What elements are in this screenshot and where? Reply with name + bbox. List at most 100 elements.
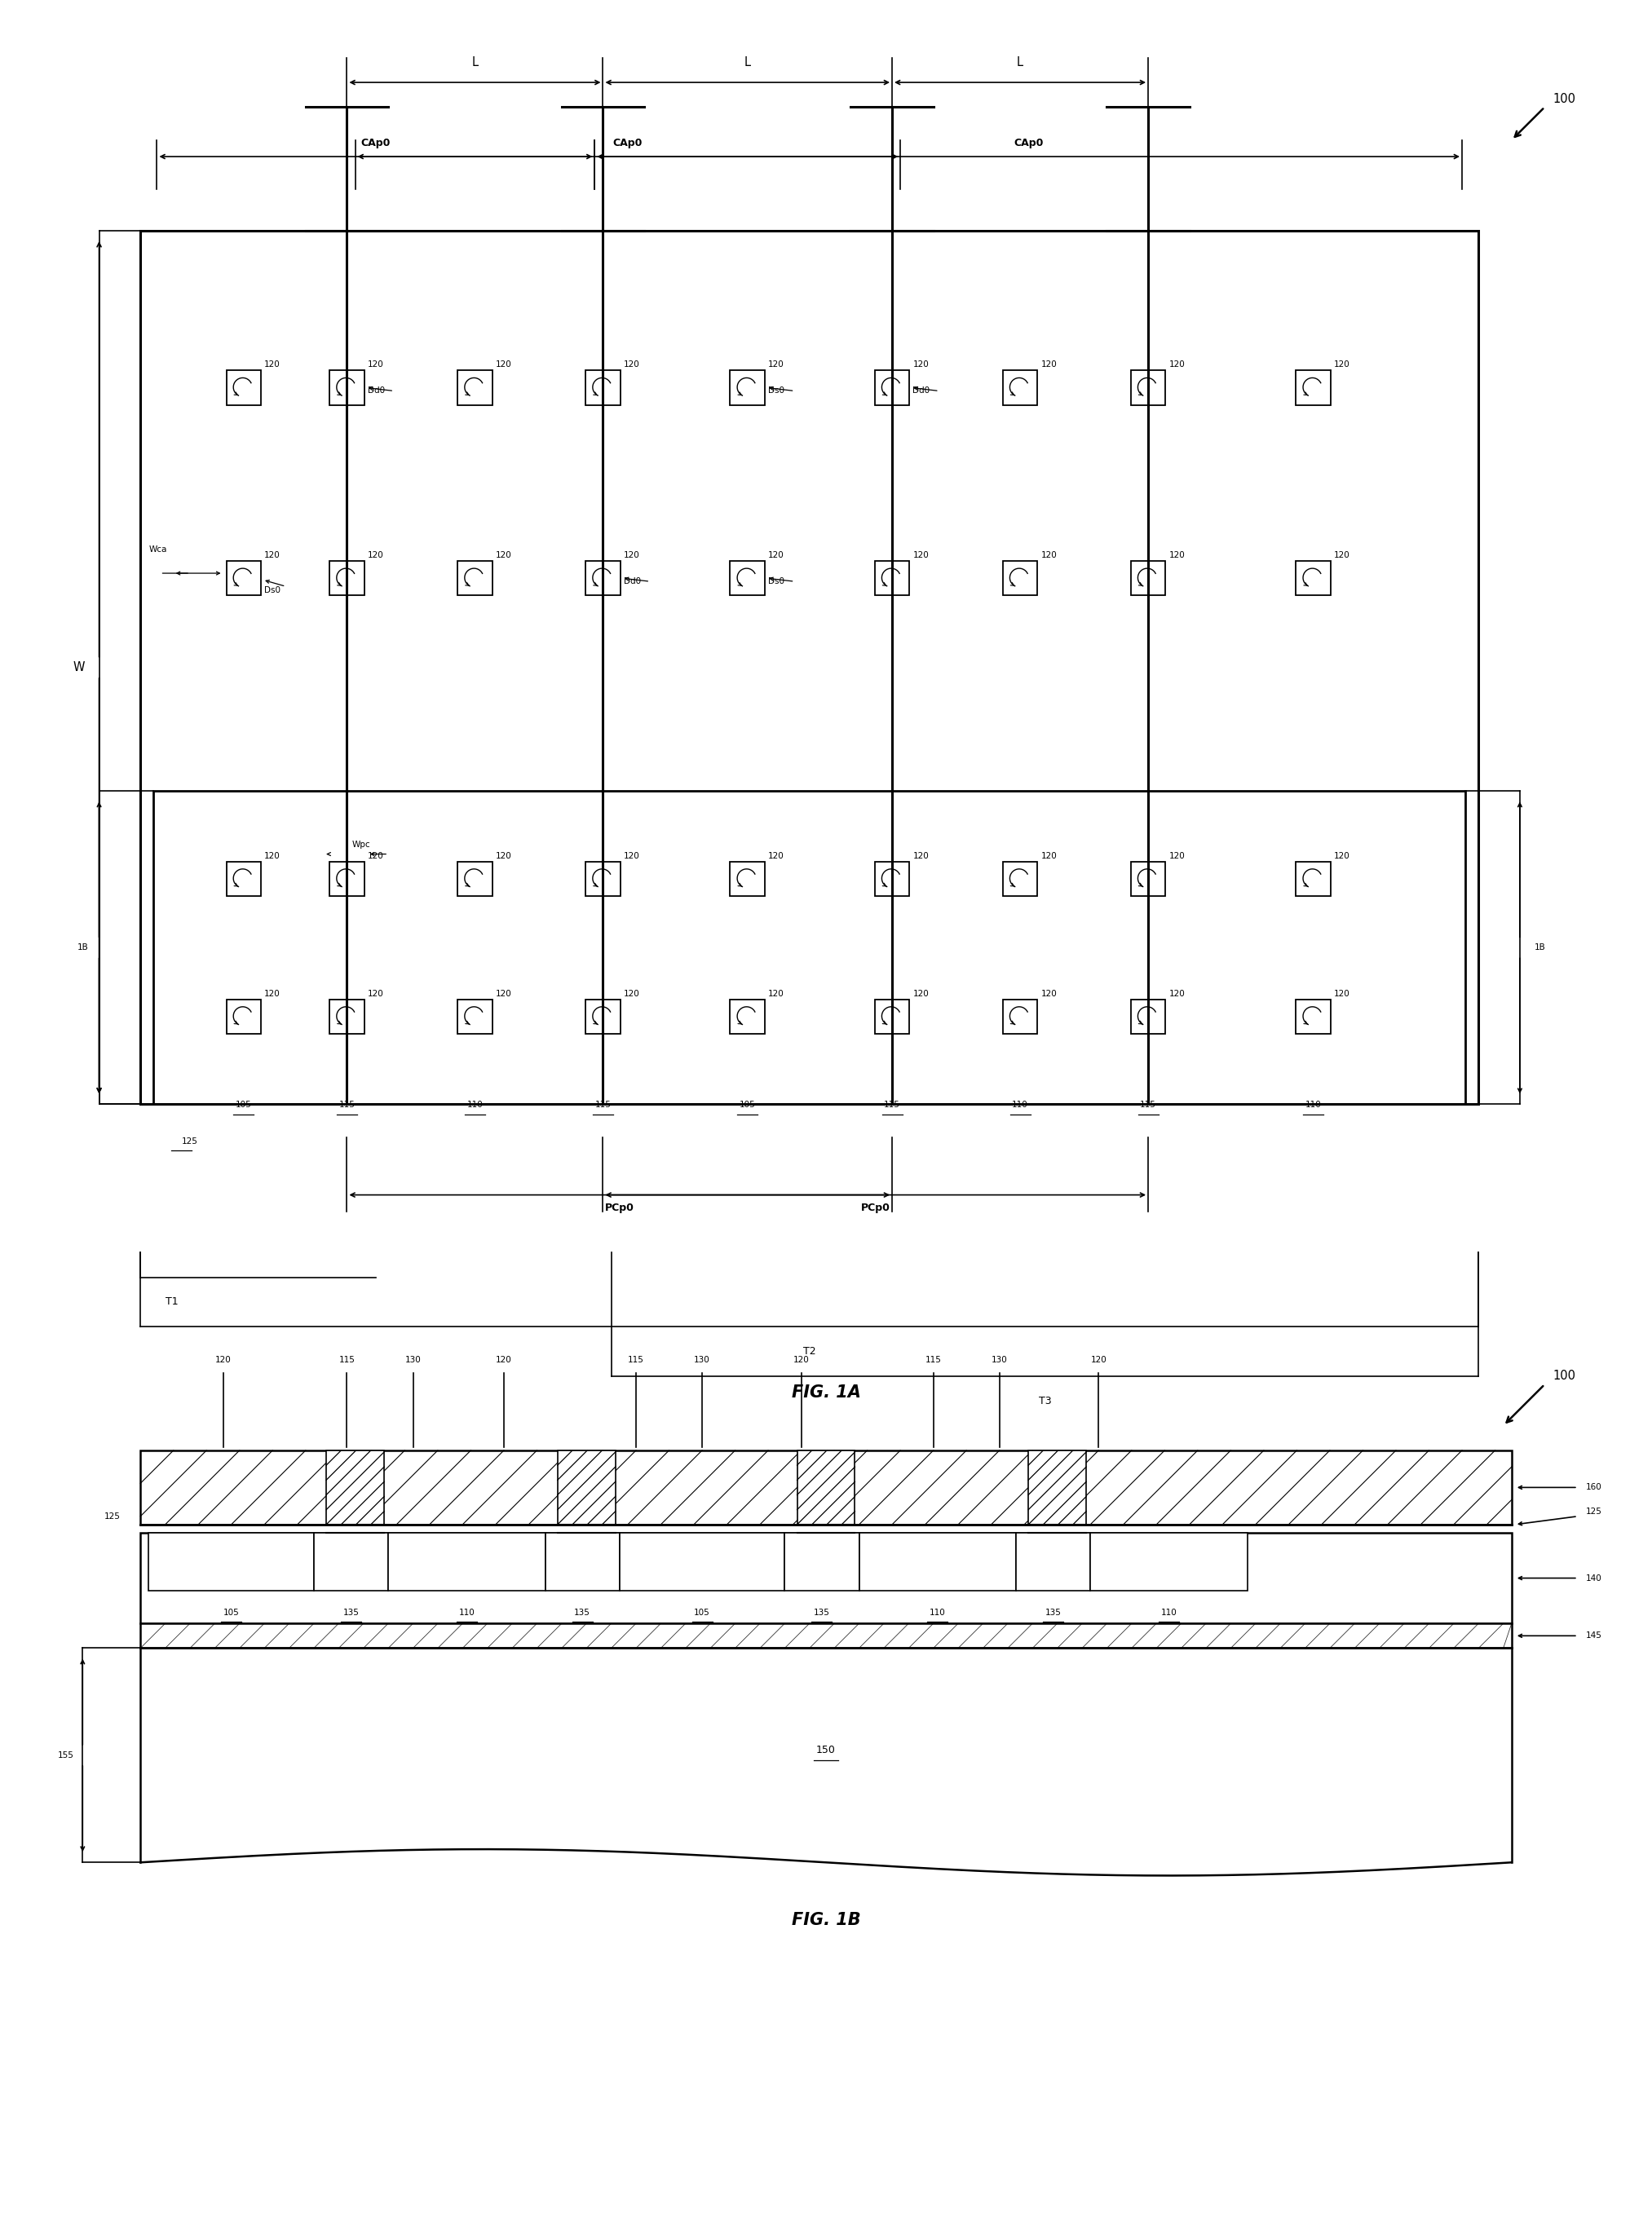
- Bar: [140, 1451, 1512, 1524]
- Bar: [1003, 369, 1037, 405]
- Text: 135: 135: [344, 1609, 358, 1618]
- Text: 160: 160: [1586, 1484, 1602, 1491]
- Text: 115: 115: [628, 1355, 644, 1364]
- Text: 1B: 1B: [1535, 943, 1545, 952]
- Text: Dd0: Dd0: [367, 387, 385, 396]
- Bar: [329, 369, 363, 405]
- Bar: [458, 369, 492, 405]
- Text: 120: 120: [1335, 360, 1350, 369]
- Bar: [329, 861, 363, 897]
- Bar: [458, 861, 492, 897]
- Text: 125: 125: [1586, 1506, 1602, 1515]
- Bar: [730, 369, 765, 405]
- Text: 120: 120: [367, 360, 383, 369]
- Text: 110: 110: [468, 1101, 482, 1110]
- Text: CAp0: CAp0: [362, 138, 390, 149]
- Text: 120: 120: [1170, 990, 1184, 997]
- Text: Dd0: Dd0: [624, 578, 641, 585]
- Text: 120: 120: [367, 552, 383, 558]
- Text: 120: 120: [1335, 990, 1350, 997]
- Bar: [388, 1533, 545, 1591]
- Bar: [796, 1451, 856, 1524]
- Text: 110: 110: [459, 1609, 474, 1618]
- Bar: [558, 1451, 615, 1524]
- Bar: [876, 561, 909, 596]
- Bar: [1028, 1451, 1087, 1524]
- Bar: [785, 1533, 859, 1591]
- Bar: [859, 1533, 1016, 1591]
- Text: L: L: [1018, 56, 1023, 69]
- Bar: [558, 1451, 615, 1524]
- Text: 120: 120: [1041, 852, 1057, 859]
- Bar: [876, 999, 909, 1035]
- Text: 140: 140: [1586, 1573, 1602, 1582]
- Text: 120: 120: [768, 360, 785, 369]
- Text: 120: 120: [793, 1355, 809, 1364]
- Text: CAp0: CAp0: [1014, 138, 1042, 149]
- Text: 105: 105: [236, 1101, 251, 1110]
- Bar: [226, 369, 261, 405]
- Text: FIG. 1B: FIG. 1B: [791, 1911, 861, 1929]
- Text: 110: 110: [1013, 1101, 1028, 1110]
- Bar: [586, 369, 621, 405]
- Text: 145: 145: [1586, 1631, 1602, 1640]
- Text: 120: 120: [496, 852, 512, 859]
- Text: 120: 120: [1041, 552, 1057, 558]
- Text: Wca: Wca: [149, 545, 167, 554]
- Text: L: L: [745, 56, 750, 69]
- Bar: [226, 861, 261, 897]
- Text: Ds0: Ds0: [768, 387, 785, 396]
- Bar: [1003, 999, 1037, 1035]
- Text: 1B: 1B: [78, 943, 88, 952]
- Text: 115: 115: [339, 1355, 355, 1364]
- Bar: [140, 231, 1479, 1104]
- Text: 100: 100: [1553, 93, 1576, 105]
- Bar: [1003, 861, 1037, 897]
- Text: 120: 120: [496, 552, 512, 558]
- Text: 120: 120: [624, 852, 639, 859]
- Text: 125: 125: [104, 1513, 121, 1520]
- Bar: [1295, 369, 1330, 405]
- Bar: [730, 561, 765, 596]
- Bar: [154, 792, 1465, 1104]
- Text: 120: 120: [264, 990, 281, 997]
- Bar: [140, 1533, 1512, 1624]
- Text: 155: 155: [58, 1751, 74, 1760]
- Text: 120: 120: [624, 990, 639, 997]
- Bar: [545, 1533, 620, 1591]
- Text: 135: 135: [814, 1609, 829, 1618]
- Bar: [1132, 999, 1166, 1035]
- Bar: [327, 1451, 383, 1524]
- Bar: [458, 999, 492, 1035]
- Text: Ds0: Ds0: [264, 587, 281, 594]
- Text: 120: 120: [768, 852, 785, 859]
- Text: 130: 130: [991, 1355, 1008, 1364]
- Bar: [1132, 369, 1166, 405]
- Bar: [226, 999, 261, 1035]
- Bar: [586, 561, 621, 596]
- Text: 120: 120: [1170, 360, 1184, 369]
- Text: PCp0: PCp0: [861, 1204, 890, 1213]
- Text: 120: 120: [1335, 552, 1350, 558]
- Text: 120: 120: [1090, 1355, 1107, 1364]
- Text: 120: 120: [1170, 852, 1184, 859]
- Text: W: W: [73, 661, 86, 674]
- Bar: [1003, 561, 1037, 596]
- Text: 120: 120: [496, 1355, 512, 1364]
- Bar: [730, 999, 765, 1035]
- Text: 105: 105: [223, 1609, 240, 1618]
- Text: 120: 120: [496, 360, 512, 369]
- Bar: [140, 1624, 1512, 1649]
- Text: Dd0: Dd0: [912, 387, 930, 396]
- Text: 120: 120: [624, 552, 639, 558]
- Text: Ds0: Ds0: [768, 578, 785, 585]
- Text: 120: 120: [912, 360, 928, 369]
- Text: 120: 120: [264, 852, 281, 859]
- Text: L: L: [472, 56, 477, 69]
- Bar: [327, 1451, 383, 1524]
- Text: 130: 130: [694, 1355, 710, 1364]
- Bar: [149, 1533, 314, 1591]
- Bar: [1016, 1533, 1090, 1591]
- Text: 110: 110: [1305, 1101, 1322, 1110]
- Bar: [140, 1451, 1512, 1524]
